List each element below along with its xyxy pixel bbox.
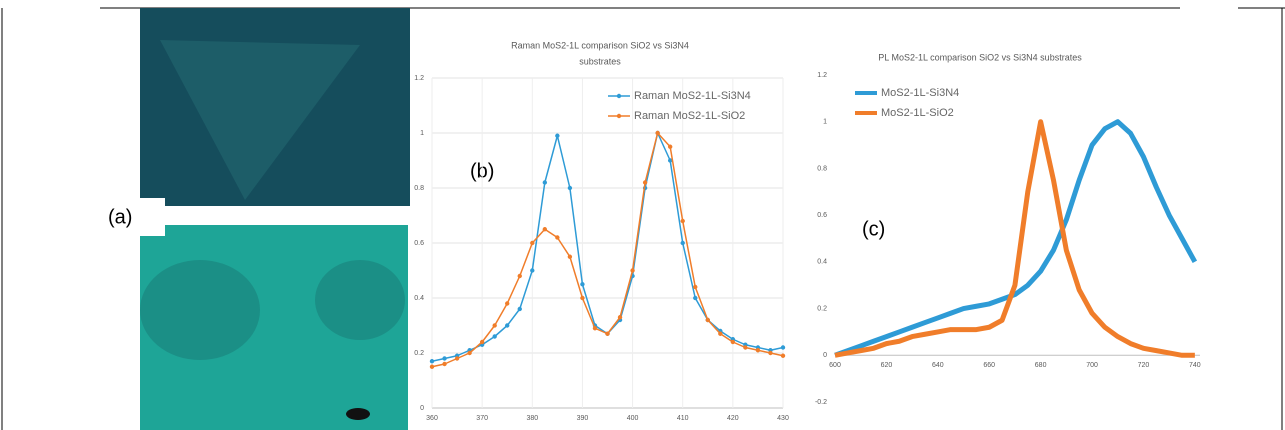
data-point [442,361,447,367]
x-tick-label: 740 [1189,362,1201,369]
data-point [542,227,548,232]
data-point [492,334,497,339]
data-point [718,331,723,336]
chart-title: PL MoS2-1L comparison SiO2 vs Si3N4 subs… [878,52,1082,62]
y-tick-label: 0.2 [414,350,424,357]
data-point [680,240,685,246]
data-point [567,185,573,191]
data-point [768,350,773,356]
y-tick-label: 0.4 [414,295,424,302]
data-point [780,353,786,358]
data-point [467,350,472,356]
data-point [530,268,535,273]
y-tick-label: -0.2 [815,399,827,406]
x-tick-label: 370 [476,415,488,422]
flake [160,40,360,200]
data-point [705,317,710,323]
x-tick-label: 680 [1035,362,1047,369]
y-tick-label: 0.6 [817,212,827,219]
data-point [555,133,560,138]
data-point [780,345,786,350]
y-tick-label: 1.2 [817,72,827,79]
series-line [834,119,1195,358]
x-tick-label: 600 [829,362,841,369]
data-point [567,254,573,259]
y-tick-label: 0.2 [817,305,827,312]
data-point [667,144,673,149]
data-point [730,339,736,345]
data-point [442,356,447,361]
x-tick-label: 360 [426,415,438,422]
data-point [517,273,522,279]
data-point [642,180,648,185]
data-point [479,339,485,345]
x-tick-label: 620 [881,362,893,369]
panel-label: (a) [108,206,132,228]
data-point [667,158,673,163]
label-background [95,198,165,236]
chart-title: substrates [579,56,621,66]
x-tick-label: 420 [727,415,739,422]
y-tick-label: 1 [420,130,424,137]
data-point [517,306,522,312]
y-tick-label: 1 [823,119,827,126]
data-point [505,301,510,306]
data-point [505,323,510,328]
micrograph-bottom [140,225,408,430]
data-point [592,326,598,331]
data-point [605,331,610,336]
y-tick-label: 1.2 [414,75,424,82]
data-point [542,180,548,185]
y-tick-label: 0.8 [817,165,827,172]
data-point [755,348,761,353]
y-tick-label: 0.6 [414,240,424,247]
legend-marker [616,93,622,99]
chart-title: Raman MoS2-1L comparison SiO2 vs Si3N4 [511,40,689,50]
x-tick-label: 660 [983,362,995,369]
series-line [834,119,1198,358]
data-point [555,235,560,240]
y-tick-label: 0 [823,352,827,359]
x-tick-label: 720 [1138,362,1150,369]
flake [140,260,260,360]
legend-label: Raman MoS2-1L-Si3N4 [634,90,751,102]
data-point [693,284,698,290]
panel-label: (c) [862,218,885,240]
data-point [530,240,535,246]
particle [346,408,370,420]
data-point [429,359,435,364]
y-tick-label: 0.4 [817,259,827,266]
x-tick-label: 400 [627,415,639,422]
legend-label: MoS2-1L-SiO2 [881,107,954,119]
legend-marker [616,113,622,119]
legend-label: MoS2-1L-Si3N4 [881,87,959,99]
x-tick-label: 430 [777,415,789,422]
legend-label: Raman MoS2-1L-SiO2 [634,110,745,122]
data-point [580,282,585,287]
x-tick-label: 640 [932,362,944,369]
y-tick-label: 0 [420,405,424,412]
data-point [580,295,585,301]
data-point [693,295,698,301]
data-point [680,218,685,224]
x-tick-label: 390 [577,415,589,422]
data-point [429,364,435,369]
flake [315,260,405,340]
micrograph-top [140,8,410,206]
data-point [655,130,660,136]
data-point [492,323,497,328]
data-point [617,315,623,320]
x-tick-label: 380 [526,415,538,422]
x-tick-label: 410 [677,415,689,422]
data-point [743,345,748,350]
y-tick-label: 0.8 [414,185,424,192]
x-tick-label: 700 [1086,362,1098,369]
data-point [630,268,635,273]
data-point [454,356,460,361]
